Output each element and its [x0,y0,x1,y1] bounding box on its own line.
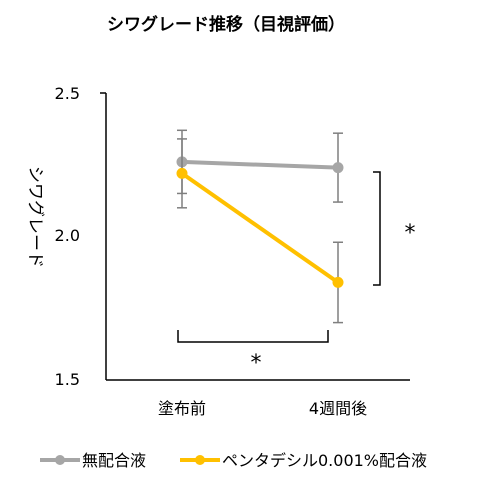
series-layer [176,129,344,324]
x-category-label: 塗布前 [158,399,206,418]
y-tick-label: 2.5 [55,84,80,103]
y-axis-title: シワグレード [25,166,45,268]
series-line-1 [181,159,339,170]
series-line-2 [180,171,340,285]
legend-label: 無配合液 [82,451,146,470]
data-point-series-2 [332,276,344,288]
legend: 無配合液 ペンタデシル0.001%配合液 [40,451,427,470]
significance-marker-series: * [405,221,416,246]
significance-bracket-series [373,171,381,286]
y-tick-label: 1.5 [55,370,80,389]
chart-title: シワグレード推移（目視評価） [107,14,345,35]
legend-marker-series-1 [55,455,65,465]
x-category-label: 4週間後 [309,399,367,418]
significance-marker-timepoints: * [251,351,262,376]
data-point-series-1 [332,162,344,174]
legend-marker-series-2 [195,455,205,465]
y-tick-label: 2.0 [55,226,80,245]
data-point-series-2 [176,167,188,179]
legend-label: ペンタデシル0.001%配合液 [222,451,427,470]
significance-bracket-timepoints [177,330,329,343]
